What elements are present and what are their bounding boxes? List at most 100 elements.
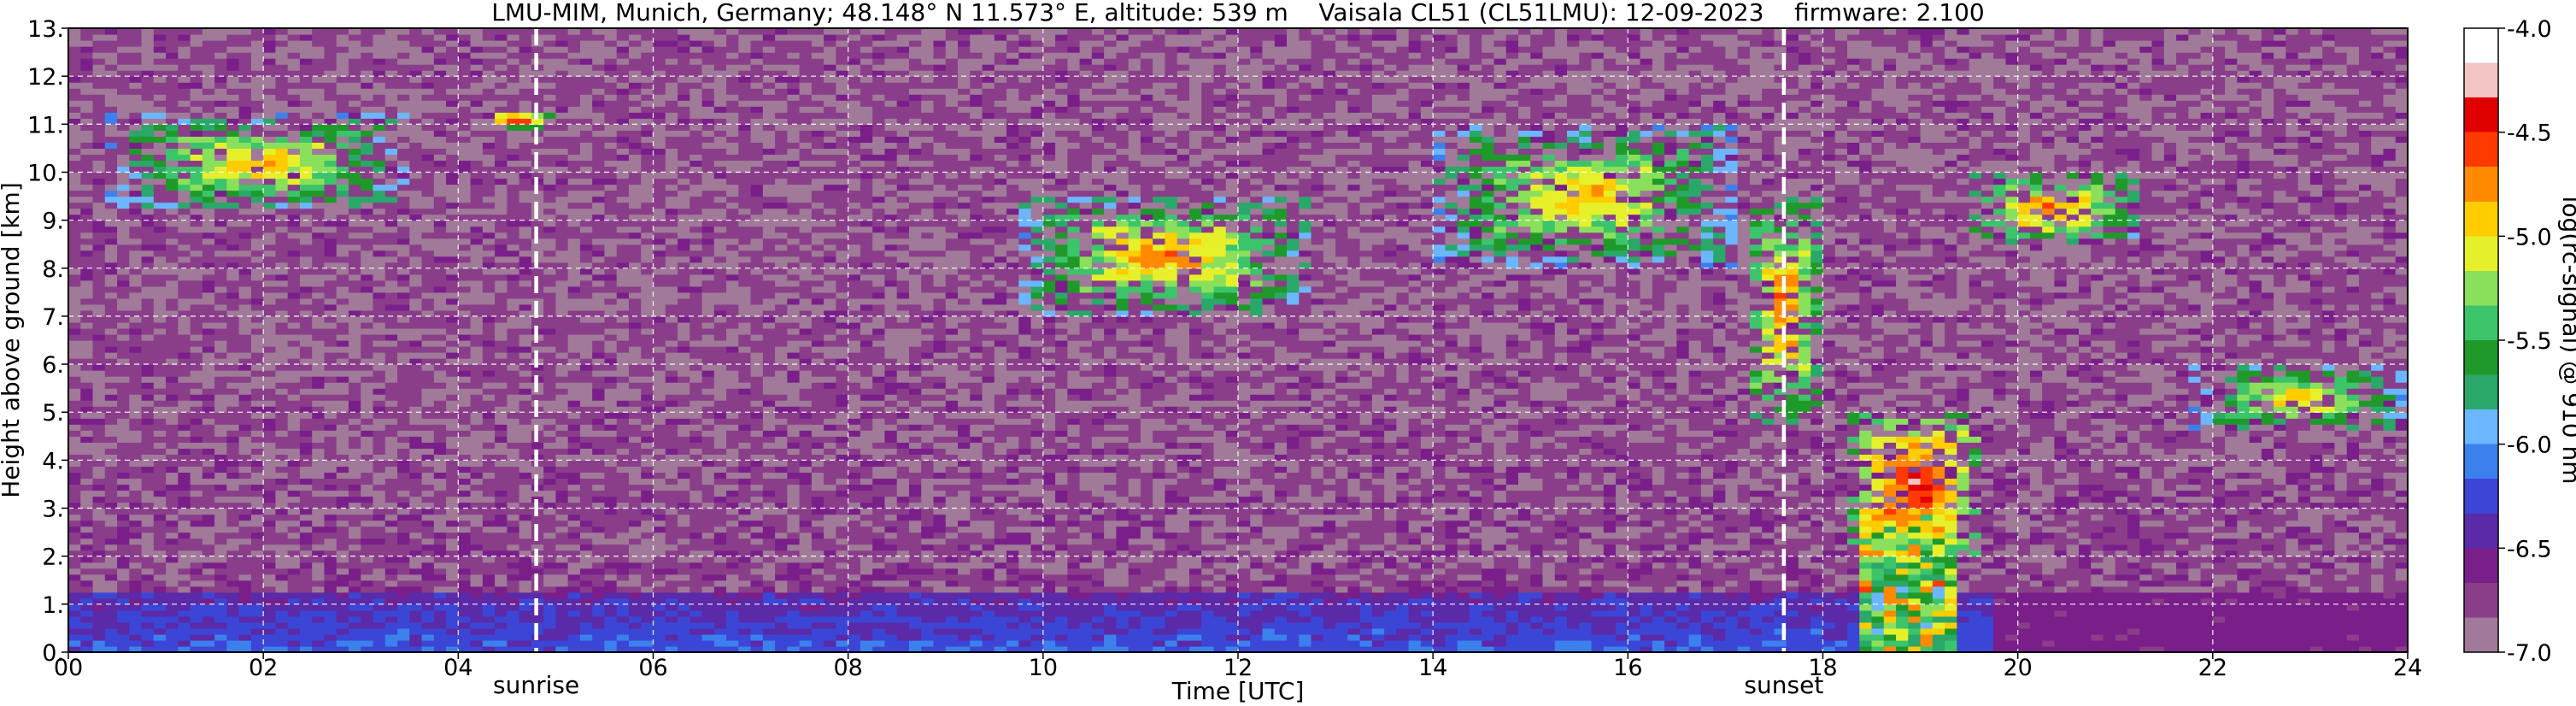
heatmap-cell bbox=[190, 376, 203, 383]
heatmap-cell bbox=[384, 303, 398, 311]
heatmap-cell bbox=[141, 196, 155, 203]
heatmap-cell bbox=[495, 315, 508, 323]
heatmap-cell bbox=[190, 82, 203, 89]
heatmap-cell bbox=[458, 430, 472, 437]
heatmap-cell bbox=[202, 28, 215, 35]
heatmap-cell bbox=[373, 550, 386, 557]
heatmap-cell bbox=[68, 184, 81, 191]
heatmap-cell bbox=[226, 358, 240, 365]
heatmap-cell bbox=[567, 268, 581, 275]
heatmap-cell bbox=[495, 382, 508, 389]
heatmap-cell bbox=[348, 568, 361, 575]
heatmap-cell bbox=[567, 364, 581, 371]
heatmap-cell bbox=[543, 321, 557, 329]
heatmap-cell bbox=[348, 639, 361, 647]
heatmap-cell bbox=[446, 627, 459, 635]
heatmap-cell bbox=[117, 502, 130, 509]
heatmap-cell bbox=[129, 244, 143, 251]
heatmap-cell bbox=[421, 466, 435, 474]
heatmap-cell bbox=[543, 250, 557, 257]
heatmap-cell bbox=[166, 568, 179, 575]
heatmap-cell bbox=[433, 621, 447, 629]
heatmap-cell bbox=[226, 418, 240, 425]
heatmap-cell bbox=[104, 76, 118, 83]
heatmap-cell bbox=[92, 514, 106, 521]
heatmap-cell bbox=[92, 220, 106, 227]
heatmap-cell bbox=[446, 370, 459, 377]
heatmap-cell bbox=[226, 130, 240, 137]
heatmap-cell bbox=[153, 484, 167, 491]
heatmap-cell bbox=[275, 478, 289, 485]
heatmap-cell bbox=[495, 597, 508, 605]
heatmap-cell bbox=[384, 442, 398, 449]
heatmap-cell bbox=[226, 303, 240, 311]
heatmap-cell bbox=[495, 100, 508, 107]
heatmap-cell bbox=[80, 76, 94, 83]
heatmap-cell bbox=[628, 436, 642, 443]
heatmap-cell bbox=[178, 309, 191, 317]
heatmap-cell bbox=[190, 340, 203, 347]
heatmap-cell bbox=[458, 124, 472, 131]
heatmap-cell bbox=[202, 580, 215, 587]
heatmap-cell bbox=[202, 256, 215, 263]
heatmap-cell bbox=[641, 46, 654, 53]
heatmap-cell bbox=[263, 532, 277, 539]
heatmap-cell bbox=[592, 556, 606, 563]
heatmap-cell bbox=[299, 627, 313, 635]
heatmap-cell bbox=[190, 514, 203, 521]
heatmap-cell bbox=[433, 394, 447, 401]
heatmap-cell bbox=[421, 46, 435, 53]
heatmap-cell bbox=[604, 309, 618, 317]
heatmap-cell bbox=[275, 232, 289, 239]
heatmap-cell bbox=[579, 442, 593, 449]
heatmap-cell bbox=[421, 597, 435, 605]
heatmap-cell bbox=[166, 645, 179, 652]
heatmap-cell bbox=[312, 370, 326, 377]
heatmap-cell bbox=[263, 58, 277, 65]
heatmap-cell bbox=[104, 297, 118, 305]
heatmap-cell bbox=[275, 136, 289, 143]
heatmap-cell bbox=[348, 585, 361, 593]
heatmap-cell bbox=[543, 562, 557, 569]
heatmap-cell bbox=[263, 621, 277, 629]
heatmap-cell bbox=[616, 639, 630, 647]
heatmap-cell bbox=[421, 412, 435, 419]
heatmap-cell bbox=[178, 262, 191, 269]
heatmap-cell bbox=[628, 484, 642, 491]
heatmap-cell bbox=[433, 94, 447, 101]
heatmap-cell bbox=[129, 52, 143, 59]
heatmap-cell bbox=[470, 562, 484, 569]
heatmap-cell bbox=[348, 202, 361, 209]
heatmap-cell bbox=[68, 196, 81, 203]
heatmap-cell bbox=[421, 556, 435, 563]
heatmap-cell bbox=[592, 514, 606, 521]
heatmap-cell bbox=[324, 160, 337, 168]
heatmap-cell bbox=[336, 597, 349, 605]
heatmap-cell bbox=[68, 130, 81, 137]
heatmap-cell bbox=[250, 112, 264, 119]
heatmap-cell bbox=[592, 394, 606, 401]
heatmap-cell bbox=[579, 250, 593, 257]
heatmap-cell bbox=[92, 130, 106, 137]
heatmap-cell bbox=[555, 508, 569, 515]
heatmap-cell bbox=[324, 574, 337, 581]
heatmap-cell bbox=[641, 262, 654, 269]
heatmap-cell bbox=[531, 172, 544, 179]
heatmap-cell bbox=[579, 364, 593, 371]
heatmap-cell bbox=[250, 376, 264, 383]
heatmap-cell bbox=[214, 94, 227, 101]
heatmap-cell bbox=[361, 268, 374, 275]
heatmap-cell bbox=[129, 382, 143, 389]
heatmap-cell bbox=[384, 244, 398, 251]
heatmap-cell bbox=[202, 130, 215, 137]
heatmap-cell bbox=[458, 358, 472, 365]
heatmap-cell bbox=[299, 112, 313, 119]
heatmap-cell bbox=[397, 256, 410, 263]
heatmap-cell bbox=[495, 46, 508, 53]
heatmap-cell bbox=[519, 214, 532, 221]
heatmap-cell bbox=[92, 321, 106, 329]
heatmap-cell bbox=[312, 490, 326, 497]
heatmap-cell bbox=[153, 82, 167, 89]
heatmap-cell bbox=[263, 508, 277, 515]
heatmap-cell bbox=[446, 490, 459, 497]
